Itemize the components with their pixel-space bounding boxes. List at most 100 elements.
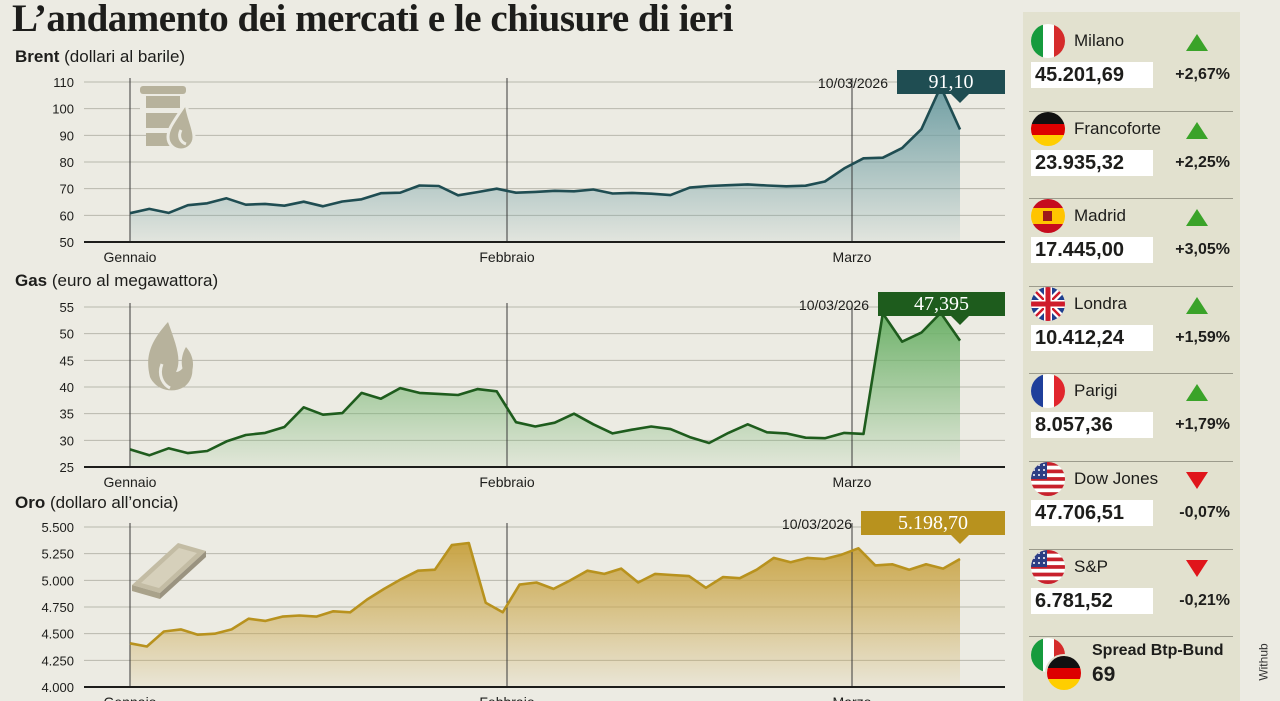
brent-ytick-label: 70: [60, 182, 74, 197]
market-change: +1,59%: [1175, 328, 1230, 346]
gas-flame-icon: [148, 322, 193, 391]
brent-xtick-label: Gennaio: [104, 249, 157, 265]
market-value: 10.412,24: [1031, 324, 1153, 351]
up-arrow-icon: [1185, 382, 1209, 407]
market-row: Francoforte 23.935,32 +2,25%: [1023, 111, 1240, 200]
gas-ytick-label: 50: [60, 327, 74, 342]
oro-last-value-pointer: [951, 535, 969, 544]
gas-last-date-label: 10/03/2026: [799, 297, 869, 313]
market-separator: [1029, 460, 1233, 462]
oro-ytick-label: 4.250: [41, 653, 74, 668]
oro-xtick-label: Marzo: [833, 694, 872, 701]
spread-row: Spread Btp-Bund 69: [1023, 636, 1240, 701]
oro-chart-title: Oro (dollaro all’oncia): [15, 493, 178, 513]
up-arrow-icon: [1185, 295, 1209, 320]
market-change: +3,05%: [1175, 241, 1230, 259]
markets-panel: Milano 45.201,69 +2,67% Francoforte 23.935,3…: [1023, 12, 1240, 701]
italy-flag-icon: [1031, 24, 1065, 58]
brent-ytick-label: 80: [60, 155, 74, 170]
brent-xtick-label: Marzo: [833, 249, 872, 265]
gas-chart-title: Gas (euro al megawattora): [15, 271, 218, 291]
brent-ytick-label: 50: [60, 235, 74, 250]
oro-series-line: [129, 541, 961, 648]
gas-chart: 55 50 45 40 35 30 25 Gennaio Febbraio Marzo 47,395…: [60, 292, 1005, 490]
market-separator: [1029, 110, 1233, 112]
gas-series-line: [129, 311, 962, 457]
brent-ytick-label: 60: [60, 208, 74, 223]
brent-chart-title: Brent (dollari al barile): [15, 47, 185, 67]
market-value: 6.781,52: [1031, 587, 1153, 614]
up-arrow-icon: [1185, 32, 1209, 57]
oil-barrel-icon: [140, 86, 196, 152]
brent-xtick-label: Febbraio: [479, 249, 534, 265]
oro-area: [130, 543, 960, 687]
gas-last-value-pointer: [951, 316, 969, 325]
brent-last-date-label: 10/03/2026: [818, 75, 888, 91]
oro-last-value-box: [861, 511, 1005, 535]
market-separator: [1029, 636, 1233, 638]
market-change: -0,07%: [1179, 504, 1230, 521]
oro-unit: (dollaro all’oncia): [49, 493, 179, 512]
gas-last-value-box: [878, 292, 1005, 316]
market-value: 45.201,69: [1031, 62, 1153, 88]
brent-last-value-label: 91,10: [929, 71, 974, 93]
up-arrow-icon: [1185, 120, 1209, 145]
market-value: 17.445,00: [1031, 237, 1153, 264]
oro-title: Oro: [15, 493, 46, 512]
market-value: 8.057,36: [1031, 412, 1153, 439]
brent-ytick-label: 90: [60, 128, 74, 143]
market-name: Dow Jones: [1074, 469, 1159, 488]
down-arrow-icon: [1185, 558, 1209, 583]
oro-xtick-label: Gennaio: [104, 694, 157, 701]
gas-unit: (euro al megawattora): [51, 271, 219, 290]
market-separator: [1029, 548, 1233, 550]
market-change: +1,79%: [1175, 416, 1230, 434]
germany-flag-icon: [1045, 654, 1083, 692]
market-name: Londra: [1074, 293, 1127, 313]
spread-value: 69: [1092, 663, 1116, 686]
gas-xtick-label: Marzo: [833, 474, 872, 490]
market-separator: [1029, 285, 1233, 287]
gas-ytick-label: 55: [60, 300, 74, 315]
market-value: 47.706,51: [1031, 500, 1153, 526]
market-change: +2,25%: [1175, 153, 1230, 171]
gas-ytick-label: 35: [60, 407, 74, 422]
market-separator: [1029, 198, 1233, 200]
brent-ytick-label: 100: [52, 102, 74, 117]
market-separator: [1029, 373, 1233, 375]
germany-flag-icon: [1031, 111, 1065, 146]
oro-ytick-label: 5.500: [41, 520, 74, 535]
brent-area: [130, 86, 960, 242]
gas-xtick-label: Gennaio: [104, 474, 157, 490]
market-change: +2,67%: [1175, 66, 1230, 83]
gas-title: Gas: [15, 271, 48, 290]
gas-xtick-label: Febbraio: [479, 474, 534, 490]
brent-last-value-pointer: [951, 94, 969, 103]
spain-flag-icon: [1031, 199, 1065, 234]
oro-chart: 5.500 5.250 5.000 4.750 4.500 4.250 4.000 Genna…: [41, 511, 1005, 701]
market-row: Londra 10.412,24 +1,59%: [1023, 286, 1240, 375]
oro-last-date-label: 10/03/2026: [782, 516, 852, 532]
gas-ytick-label: 25: [60, 460, 74, 475]
oro-ytick-label: 4.500: [41, 627, 74, 642]
oro-ytick-label: 5.000: [41, 573, 74, 588]
gas-area: [130, 312, 960, 467]
up-arrow-icon: [1185, 207, 1209, 232]
oro-xtick-label: Febbraio: [479, 694, 534, 701]
market-name: Parigi: [1074, 381, 1118, 401]
down-arrow-icon: [1185, 470, 1209, 495]
uk-flag-icon: [1031, 286, 1065, 321]
market-row: Milano 45.201,69 +2,67%: [1023, 24, 1240, 112]
market-name: Madrid: [1074, 206, 1126, 226]
oro-ytick-label: 4.000: [41, 680, 74, 695]
market-row: Dow Jones 47.706,51 -0,07%: [1023, 462, 1240, 550]
credit-label: Withub: [1256, 643, 1271, 681]
usa-flag-icon: [1031, 549, 1065, 584]
gas-ytick-label: 45: [60, 353, 74, 368]
market-row: S&P 6.781,52 -0,21%: [1023, 549, 1240, 638]
brent-ytick-label: 110: [53, 75, 74, 90]
brent-title: Brent: [15, 47, 60, 66]
market-name: S&P: [1074, 556, 1109, 576]
oro-ytick-label: 5.250: [41, 547, 74, 562]
gold-bar-icon: [132, 543, 206, 599]
